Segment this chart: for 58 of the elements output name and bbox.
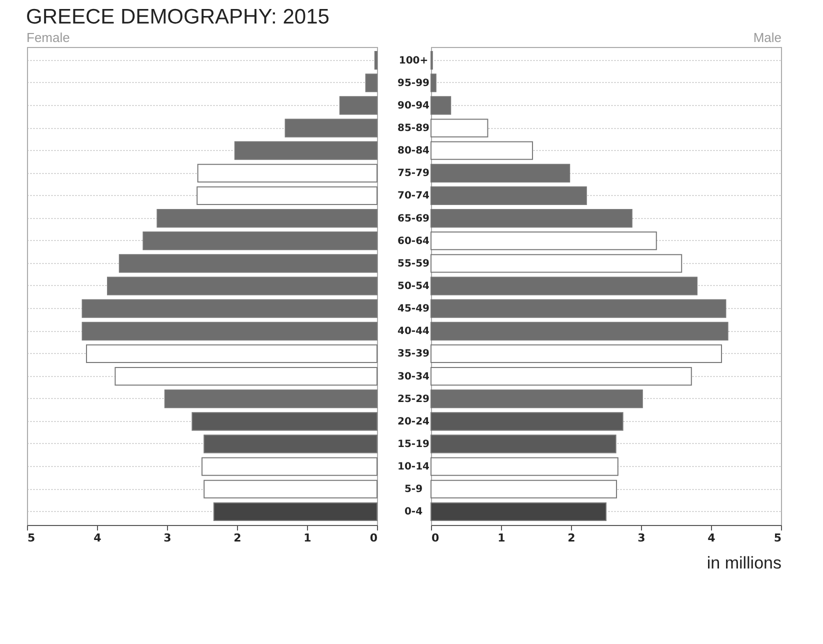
bar: [82, 299, 378, 318]
bar: [204, 480, 378, 498]
y-tick-label: 60-64: [398, 236, 430, 247]
y-tick-label: 40-44: [398, 326, 430, 338]
x-tick-label: 1: [498, 532, 506, 544]
y-tick-label: 5-9: [404, 484, 423, 496]
bar: [374, 51, 378, 70]
bar: [234, 141, 378, 160]
y-tick-label: 65-69: [398, 213, 430, 224]
y-tick-label: 50-54: [398, 281, 430, 292]
bar: [142, 232, 378, 250]
bar: [192, 412, 378, 431]
x-tick-label: 0: [370, 532, 378, 544]
y-tick-label: 25-29: [398, 394, 430, 405]
bar: [213, 502, 378, 521]
y-tick-label: 80-84: [398, 146, 430, 157]
bar: [114, 366, 378, 386]
bar: [156, 208, 378, 228]
bar: [107, 276, 378, 296]
y-tick-label: 70-74: [398, 190, 430, 202]
x-tick-label: 5: [774, 532, 782, 544]
y-tick-label: 35-39: [398, 348, 430, 360]
y-tick-label: 0-4: [404, 506, 423, 518]
bar: [86, 344, 378, 364]
bar: [339, 96, 378, 115]
y-tick-label: 55-59: [398, 258, 430, 270]
bar: [284, 118, 378, 138]
text: Male: [753, 30, 782, 45]
y-tick-label: 75-79: [398, 168, 430, 180]
x-tick-label: 5: [28, 532, 36, 544]
bar: [197, 164, 378, 182]
x-tick-label: 4: [94, 532, 102, 544]
x-tick-label: 0: [432, 532, 440, 544]
chart-title: GREECE DEMOGRAPHY: 2015: [26, 6, 330, 28]
x-tick-label: 4: [708, 532, 716, 544]
y-tick-label: 100+: [398, 55, 428, 66]
x-tick-label: 3: [164, 532, 172, 544]
y-tick-label: 15-19: [398, 438, 430, 450]
y-tick-label: 30-34: [398, 371, 430, 382]
x-tick-label: 3: [638, 532, 646, 544]
bar: [202, 457, 378, 476]
x-tick-label: 1: [304, 532, 312, 544]
bar: [118, 254, 378, 273]
x-tick-label: 2: [234, 532, 242, 544]
y-tick-label: 10-14: [398, 462, 430, 473]
bar: [365, 74, 378, 92]
x-axis-title: in millions: [706, 554, 782, 572]
y-tick-label: 90-94: [398, 100, 430, 112]
bar: [82, 322, 378, 340]
bar: [164, 390, 378, 408]
y-tick-label: 45-49: [398, 304, 430, 315]
bar: [204, 434, 378, 454]
y-tick-label: 95-99: [398, 78, 430, 89]
y-tick-label: 85-89: [398, 123, 430, 134]
bar: [196, 186, 378, 206]
x-tick-label: 2: [568, 532, 576, 544]
y-tick-label: 20-24: [398, 416, 430, 428]
text: Female: [26, 30, 70, 45]
